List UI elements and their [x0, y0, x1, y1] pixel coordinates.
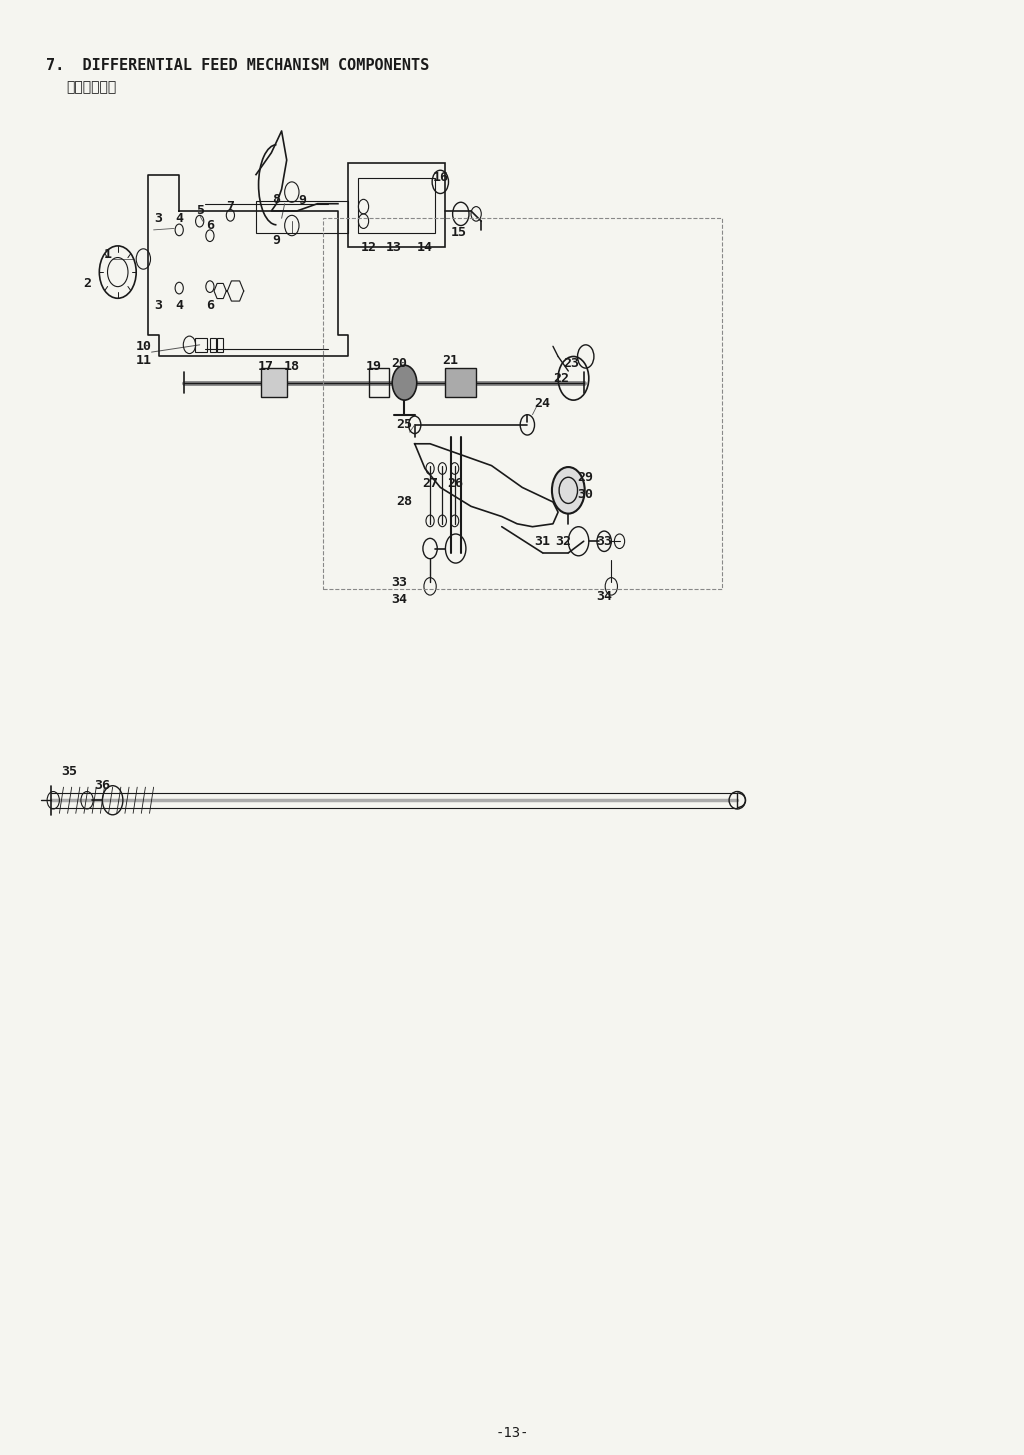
Circle shape — [392, 365, 417, 400]
Text: 1: 1 — [103, 249, 112, 260]
Text: 3: 3 — [155, 212, 163, 224]
Text: 27: 27 — [422, 477, 438, 489]
Text: 33: 33 — [596, 535, 612, 547]
Text: 16: 16 — [432, 172, 449, 183]
Text: 6: 6 — [206, 220, 214, 231]
Text: 33: 33 — [391, 576, 408, 588]
Text: 12: 12 — [360, 242, 377, 253]
Text: 10: 10 — [135, 340, 152, 352]
Text: 5: 5 — [196, 205, 204, 217]
Text: 6: 6 — [206, 300, 214, 311]
Text: 34: 34 — [391, 594, 408, 605]
Circle shape — [552, 467, 585, 514]
Text: 4: 4 — [175, 300, 183, 311]
Text: 17: 17 — [258, 361, 274, 372]
Text: 31: 31 — [535, 535, 551, 547]
Text: 2: 2 — [83, 278, 91, 290]
Bar — [445, 368, 476, 397]
Text: -13-: -13- — [496, 1426, 528, 1440]
Text: 3: 3 — [155, 300, 163, 311]
Text: 差動送り関係: 差動送り関係 — [67, 80, 117, 95]
Bar — [358, 178, 435, 233]
Text: 7: 7 — [226, 201, 234, 212]
Bar — [261, 368, 287, 397]
Text: 9: 9 — [272, 234, 281, 246]
Text: 34: 34 — [596, 591, 612, 602]
Text: 20: 20 — [391, 358, 408, 370]
Text: 11: 11 — [135, 355, 152, 367]
Text: 9: 9 — [298, 195, 306, 207]
Text: 28: 28 — [396, 496, 413, 508]
Bar — [323, 218, 722, 589]
Text: 8: 8 — [272, 194, 281, 205]
Bar — [369, 368, 389, 397]
Bar — [195, 338, 207, 352]
Bar — [348, 163, 445, 247]
Text: 32: 32 — [555, 535, 571, 547]
Text: 22: 22 — [553, 372, 569, 384]
Text: 18: 18 — [284, 361, 300, 372]
Text: 23: 23 — [563, 358, 580, 370]
Bar — [210, 338, 216, 352]
Text: 7.  DIFFERENTIAL FEED MECHANISM COMPONENTS: 7. DIFFERENTIAL FEED MECHANISM COMPONENT… — [46, 58, 429, 73]
Text: 21: 21 — [442, 355, 459, 367]
Text: 4: 4 — [175, 212, 183, 224]
Text: 30: 30 — [578, 489, 594, 501]
Text: 15: 15 — [451, 227, 467, 239]
Text: 24: 24 — [535, 397, 551, 409]
Text: 26: 26 — [447, 477, 464, 489]
Text: 14: 14 — [417, 242, 433, 253]
Text: 19: 19 — [366, 361, 382, 372]
Text: 29: 29 — [578, 471, 594, 483]
Text: 25: 25 — [396, 419, 413, 431]
Text: 36: 36 — [94, 780, 111, 792]
Bar — [256, 201, 348, 233]
Text: 13: 13 — [386, 242, 402, 253]
Bar — [217, 338, 223, 352]
Text: 35: 35 — [61, 765, 78, 777]
